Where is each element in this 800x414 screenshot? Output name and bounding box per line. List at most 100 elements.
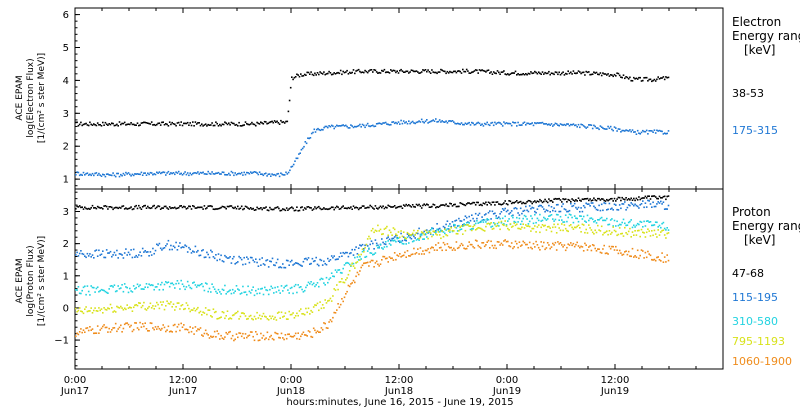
electron-data-point: [378, 71, 380, 74]
electron-data-point: [473, 70, 476, 72]
electron-data-point: [163, 123, 166, 126]
electron-data-point: [495, 123, 497, 125]
proton-data-point: [465, 203, 468, 205]
electron-data-point: [399, 69, 401, 72]
electron-data-point: [275, 121, 277, 123]
proton-data-point: [447, 228, 450, 230]
proton-data-point: [116, 330, 118, 333]
proton-data-point: [172, 324, 175, 327]
proton-data-point: [492, 201, 495, 203]
proton-data-point: [233, 207, 235, 210]
electron-data-point: [87, 174, 90, 176]
electron-data-point: [287, 171, 290, 174]
electron-data-point: [105, 123, 108, 126]
proton-data-point: [280, 311, 283, 314]
electron-series-175-315: [75, 118, 670, 178]
electron-data-point: [481, 123, 483, 125]
proton-data-point: [382, 205, 384, 207]
electron-data-point: [116, 172, 118, 175]
proton-data-point: [257, 339, 260, 342]
proton-data-point: [309, 206, 311, 209]
electron-data-point: [144, 172, 146, 174]
proton-data-point: [404, 238, 406, 240]
proton-data-point: [399, 253, 401, 255]
proton-data-point: [177, 282, 180, 285]
electron-data-point: [599, 72, 602, 74]
proton-data-point: [237, 205, 239, 208]
proton-data-point: [382, 233, 384, 235]
electron-data-point: [283, 122, 286, 124]
proton-data-point: [152, 327, 154, 329]
proton-data-point: [517, 221, 519, 223]
proton-data-point: [246, 206, 248, 208]
electron-data-point: [338, 72, 341, 75]
proton-data-point: [249, 292, 252, 294]
electron-data-point: [176, 172, 179, 174]
proton-data-point: [77, 333, 80, 336]
proton-data-point: [373, 253, 375, 255]
proton-data-point: [636, 229, 639, 232]
electron-data-point: [286, 173, 289, 175]
proton-data-point: [499, 217, 501, 220]
proton-data-point: [352, 254, 355, 256]
electron-data-point: [584, 74, 586, 76]
proton-data-point: [648, 230, 650, 232]
proton-data-point: [352, 279, 355, 282]
proton-data-point: [568, 244, 571, 246]
proton-data-point: [477, 222, 479, 224]
proton-data-point: [661, 203, 663, 205]
proton-data-point: [621, 221, 623, 224]
proton-data-point: [306, 258, 308, 261]
electron-data-point: [308, 137, 310, 140]
proton-data-point: [640, 228, 643, 231]
proton-data-point: [316, 263, 319, 266]
proton-data-point: [621, 232, 623, 235]
electron-data-point: [195, 172, 198, 175]
proton-data-point: [159, 283, 162, 286]
proton-data-point: [630, 219, 632, 221]
electron-data-point: [262, 123, 265, 125]
electron-data-point: [436, 121, 438, 123]
proton-data-point: [256, 333, 258, 336]
electron-data-point: [303, 73, 306, 76]
electron-data-point: [458, 70, 460, 72]
proton-data-point: [553, 223, 555, 226]
proton-data-point: [206, 207, 208, 209]
proton-data-point: [102, 208, 104, 210]
proton-data-point: [428, 206, 431, 208]
proton-data-point: [247, 207, 249, 209]
proton-data-point: [602, 248, 604, 250]
proton-data-point: [132, 285, 135, 287]
electron-data-point: [510, 72, 513, 74]
proton-data-point: [410, 237, 413, 240]
electron-data-point: [363, 71, 365, 74]
proton-data-point: [505, 240, 508, 243]
proton-data-point: [530, 207, 532, 210]
proton-ytick-label: 0: [63, 303, 69, 314]
proton-data-point: [468, 222, 470, 224]
proton-data-point: [134, 322, 136, 324]
proton-data-point: [437, 228, 440, 230]
proton-data-point: [91, 328, 94, 330]
electron-data-point: [476, 122, 478, 124]
proton-data-point: [487, 222, 490, 225]
electron-data-point: [402, 120, 405, 122]
proton-data-point: [423, 233, 425, 236]
electron-data-point: [244, 173, 247, 176]
electron-data-point: [171, 121, 173, 124]
proton-data-point: [177, 323, 180, 326]
proton-data-point: [80, 310, 82, 312]
proton-data-point: [228, 290, 230, 293]
proton-data-point: [296, 262, 298, 264]
proton-data-point: [564, 198, 567, 200]
proton-data-point: [429, 247, 432, 250]
proton-data-point: [406, 250, 409, 252]
electron-data-point: [319, 129, 322, 132]
proton-data-point: [487, 218, 490, 221]
electron-data-point: [131, 123, 134, 126]
proton-data-point: [122, 327, 125, 330]
proton-data-point: [451, 221, 454, 223]
electron-data-point: [629, 129, 631, 131]
electron-data-point: [462, 123, 464, 126]
proton-data-point: [225, 207, 227, 210]
